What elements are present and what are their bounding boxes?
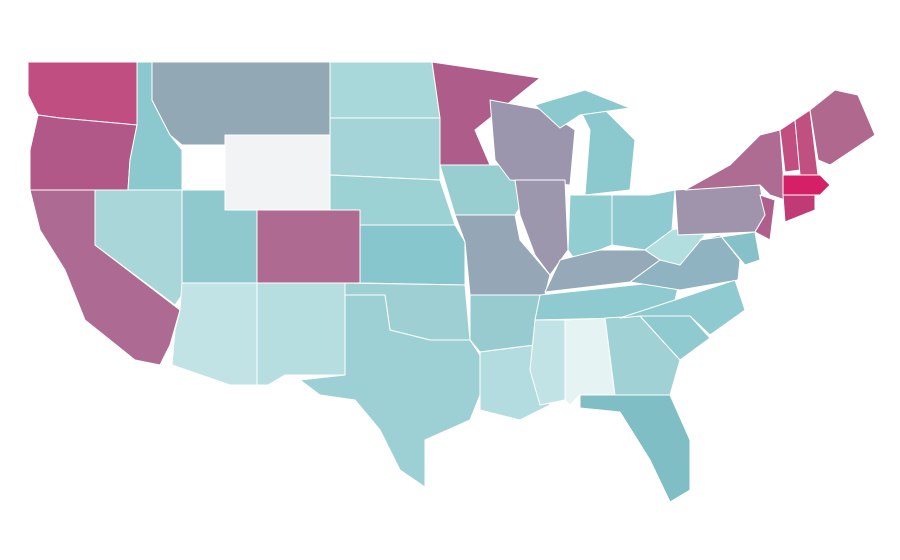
state <box>256 209 361 284</box>
state <box>782 194 816 223</box>
state <box>454 214 551 296</box>
state <box>684 129 786 201</box>
state <box>29 114 138 191</box>
state <box>579 394 691 503</box>
state <box>579 109 636 196</box>
state <box>151 61 331 146</box>
state <box>299 294 481 488</box>
state <box>619 279 746 336</box>
state <box>809 89 876 166</box>
state <box>782 174 831 196</box>
state <box>171 282 258 386</box>
state <box>224 134 331 211</box>
state <box>674 184 766 236</box>
state <box>529 319 566 406</box>
state <box>94 189 183 306</box>
state <box>359 224 466 286</box>
state <box>329 61 441 119</box>
state <box>256 282 346 386</box>
state <box>754 194 776 241</box>
state <box>699 231 761 266</box>
state <box>534 89 631 129</box>
state <box>329 117 441 181</box>
